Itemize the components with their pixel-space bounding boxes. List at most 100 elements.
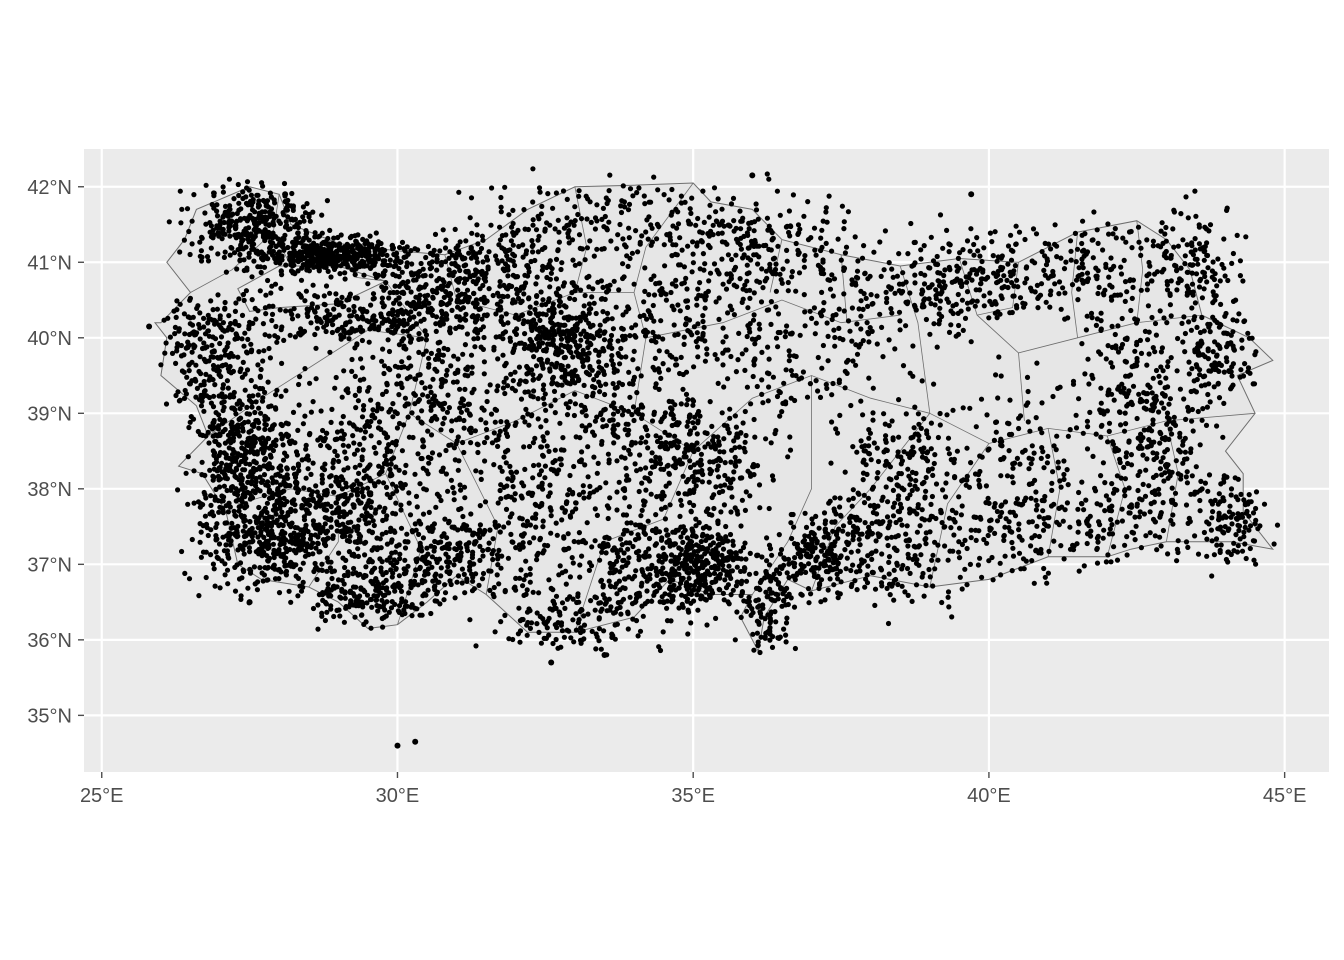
- data-point: [272, 576, 279, 582]
- data-point: [530, 242, 536, 248]
- data-point: [279, 253, 285, 259]
- data-point: [444, 409, 450, 415]
- data-point: [281, 559, 287, 565]
- data-point: [444, 367, 450, 373]
- data-point: [479, 576, 486, 582]
- data-point: [617, 361, 623, 367]
- data-point: [185, 501, 191, 507]
- data-point: [220, 320, 226, 326]
- data-point: [528, 413, 535, 419]
- data-point: [484, 435, 490, 441]
- data-point: [289, 520, 295, 526]
- data-point: [285, 562, 291, 568]
- data-point: [581, 382, 587, 388]
- data-point: [428, 350, 434, 356]
- data-point: [354, 342, 360, 348]
- data-point: [508, 238, 514, 244]
- data-point: [355, 398, 361, 404]
- data-point: [309, 489, 316, 495]
- data-point: [252, 581, 258, 587]
- data-point: [185, 454, 191, 460]
- data-point: [366, 385, 372, 391]
- data-point: [477, 527, 483, 533]
- data-point: [522, 466, 528, 472]
- data-point: [567, 514, 574, 520]
- data-point: [522, 331, 528, 337]
- data-point: [610, 326, 617, 332]
- data-point: [713, 615, 719, 622]
- data-point: [298, 326, 304, 332]
- data-point: [447, 328, 453, 334]
- data-point: [486, 540, 492, 546]
- data-point: [528, 393, 534, 399]
- data-point: [332, 385, 338, 391]
- data-point: [618, 345, 624, 352]
- data-point: [502, 612, 508, 619]
- data-point: [381, 614, 387, 620]
- data-point: [440, 227, 446, 233]
- data-point: [542, 475, 548, 481]
- data-point: [236, 398, 242, 404]
- data-point: [621, 550, 627, 556]
- data-point: [249, 438, 255, 444]
- data-point: [395, 373, 402, 379]
- data-point: [731, 469, 737, 475]
- data-point: [564, 412, 571, 418]
- data-point: [375, 243, 381, 249]
- data-point: [366, 339, 372, 345]
- data-point: [505, 293, 511, 299]
- data-point: [234, 530, 240, 536]
- data-point: [210, 354, 216, 360]
- data-point: [372, 565, 378, 571]
- data-point: [471, 290, 477, 297]
- data-point: [584, 245, 591, 251]
- data-point: [472, 319, 478, 325]
- data-point: [201, 382, 207, 388]
- data-point: [321, 246, 327, 253]
- data-point: [689, 533, 696, 539]
- data-point: [568, 349, 574, 356]
- data-point: [325, 268, 331, 274]
- data-point: [437, 322, 443, 328]
- data-point: [173, 314, 179, 320]
- data-point: [513, 420, 519, 426]
- data-point: [319, 561, 325, 567]
- data-point: [628, 530, 634, 536]
- data-point: [250, 538, 256, 544]
- data-point: [319, 476, 325, 482]
- data-point: [193, 394, 199, 400]
- data-point: [371, 578, 377, 584]
- data-point: [463, 311, 469, 317]
- data-point: [268, 403, 274, 409]
- data-point: [314, 576, 320, 583]
- data-point: [531, 388, 537, 394]
- data-point: [383, 388, 389, 395]
- data-point: [522, 419, 528, 425]
- data-point: [412, 246, 418, 252]
- data-point: [337, 514, 343, 520]
- data-point: [344, 320, 350, 326]
- data-point: [244, 185, 250, 191]
- data-point: [440, 421, 446, 427]
- data-point: [227, 363, 233, 370]
- data-point: [313, 522, 319, 529]
- data-point: [498, 194, 504, 201]
- data-point: [351, 254, 357, 260]
- data-point: [278, 285, 284, 291]
- data-point: [235, 335, 241, 341]
- data-point: [312, 532, 318, 538]
- data-point: [523, 406, 529, 412]
- data-point: [343, 480, 349, 486]
- data-point: [190, 416, 197, 422]
- data-point: [597, 322, 603, 328]
- data-point: [368, 302, 374, 308]
- data-point: [325, 443, 331, 449]
- data-point: [222, 426, 228, 433]
- data-point: [267, 245, 273, 251]
- data-point: [727, 531, 734, 538]
- data-point: [445, 346, 451, 353]
- data-point: [543, 312, 549, 318]
- data-point: [221, 254, 227, 260]
- data-point: [271, 554, 277, 561]
- data-point: [183, 345, 189, 351]
